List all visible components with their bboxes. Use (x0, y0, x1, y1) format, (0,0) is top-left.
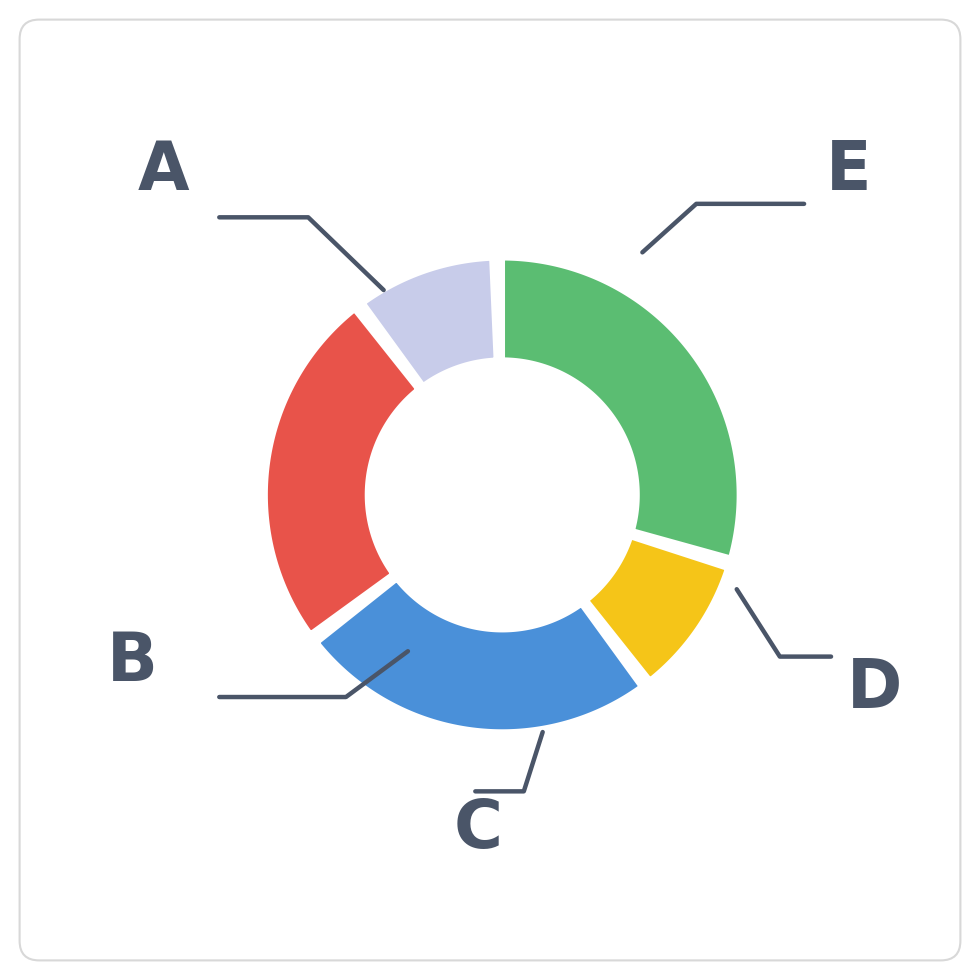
Polygon shape (266, 310, 418, 634)
Polygon shape (317, 579, 642, 732)
Polygon shape (502, 258, 739, 559)
Text: B: B (107, 629, 157, 695)
Text: E: E (825, 138, 871, 205)
Text: C: C (454, 796, 503, 862)
Text: D: D (847, 656, 903, 722)
Polygon shape (363, 258, 497, 386)
Polygon shape (586, 536, 728, 680)
Text: A: A (138, 138, 189, 205)
